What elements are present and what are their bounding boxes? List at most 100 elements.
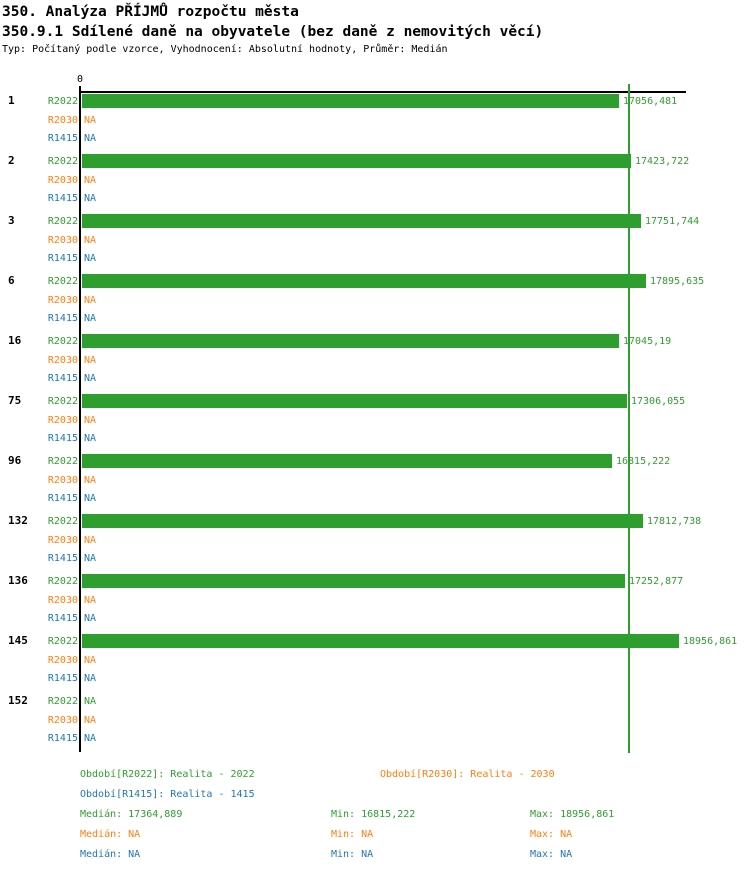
na-label: NA xyxy=(84,715,97,726)
series-label-r2022: R2022 xyxy=(47,576,78,587)
group-label: 75 xyxy=(8,394,22,407)
series-label-r2030: R2030 xyxy=(47,715,78,726)
bar-r2022 xyxy=(82,454,612,468)
na-label: NA xyxy=(84,295,97,306)
bar-r2022 xyxy=(82,274,646,288)
bar-value-label: 17252,877 xyxy=(629,576,684,587)
series-label-r1415: R1415 xyxy=(47,613,78,624)
group-label: 3 xyxy=(8,214,15,227)
bar-r2022 xyxy=(82,154,631,168)
series-label-r1415: R1415 xyxy=(47,313,78,324)
legend-min-r2022: Min: 16815,222 xyxy=(331,809,416,820)
na-label: NA xyxy=(84,253,97,264)
na-label: NA xyxy=(84,535,97,546)
bar-value-label: 17045,19 xyxy=(623,336,672,347)
legend-median-r2022: Medián: 17364,889 xyxy=(80,809,183,820)
group-label: 16 xyxy=(8,334,22,347)
na-label: NA xyxy=(84,696,97,707)
series-label-r2030: R2030 xyxy=(47,535,78,546)
group-label: 136 xyxy=(8,574,28,587)
na-label: NA xyxy=(84,115,97,126)
legend-period-r2030: Období[R2030]: Realita - 2030 xyxy=(380,769,555,780)
na-label: NA xyxy=(84,175,97,186)
group-label: 145 xyxy=(8,634,28,647)
bar-value-label: 17895,635 xyxy=(650,276,705,287)
series-label-r2022: R2022 xyxy=(47,696,78,707)
na-label: NA xyxy=(84,673,97,684)
group-label: 132 xyxy=(8,514,28,527)
bar-value-label: 17306,055 xyxy=(631,396,686,407)
median-reference-line xyxy=(628,84,630,753)
legend-max-r2030: Max: NA xyxy=(530,829,573,840)
series-label-r2022: R2022 xyxy=(47,636,78,647)
na-label: NA xyxy=(84,415,97,426)
series-label-r1415: R1415 xyxy=(47,733,78,744)
legend-max-r1415: Max: NA xyxy=(530,849,573,860)
legend-min-r1415: Min: NA xyxy=(331,849,374,860)
bar-r2022 xyxy=(82,94,619,108)
bar-value-label: 17812,738 xyxy=(647,516,702,527)
group-label: 96 xyxy=(8,454,22,467)
series-label-r2030: R2030 xyxy=(47,115,78,126)
chart-subtitle: 350.9.1 Sdílené daně na obyvatele (bez d… xyxy=(2,24,544,40)
y-axis-line xyxy=(79,86,81,752)
bar-value-label: 17423,722 xyxy=(635,156,690,167)
series-label-r2022: R2022 xyxy=(47,336,78,347)
bar-r2022 xyxy=(82,514,643,528)
chart-meta-line: Typ: Počítaný podle vzorce, Vyhodnocení:… xyxy=(2,44,448,55)
series-label-r2030: R2030 xyxy=(47,295,78,306)
group-label: 152 xyxy=(8,694,28,707)
na-label: NA xyxy=(84,553,97,564)
group-label: 2 xyxy=(8,154,15,167)
na-label: NA xyxy=(84,733,97,744)
legend-median-r1415: Medián: NA xyxy=(80,849,141,860)
na-label: NA xyxy=(84,475,97,486)
series-label-r1415: R1415 xyxy=(47,193,78,204)
na-label: NA xyxy=(84,595,97,606)
na-label: NA xyxy=(84,313,97,324)
legend-min-r2030: Min: NA xyxy=(331,829,374,840)
na-label: NA xyxy=(84,373,97,384)
series-label-r2030: R2030 xyxy=(47,475,78,486)
na-label: NA xyxy=(84,133,97,144)
bar-value-label: 18956,861 xyxy=(683,636,738,647)
series-label-r1415: R1415 xyxy=(47,433,78,444)
series-label-r2022: R2022 xyxy=(47,216,78,227)
series-label-r2022: R2022 xyxy=(47,276,78,287)
na-label: NA xyxy=(84,193,97,204)
series-label-r2022: R2022 xyxy=(47,516,78,527)
bar-value-label: 16815,222 xyxy=(616,456,671,467)
na-label: NA xyxy=(84,613,97,624)
bar-r2022 xyxy=(82,214,641,228)
series-label-r2022: R2022 xyxy=(47,96,78,107)
bar-r2022 xyxy=(82,334,619,348)
legend-period-r2022: Období[R2022]: Realita - 2022 xyxy=(80,769,255,780)
bar-value-label: 17056,481 xyxy=(623,96,678,107)
group-label: 6 xyxy=(8,274,15,287)
series-label-r1415: R1415 xyxy=(47,493,78,504)
series-label-r2030: R2030 xyxy=(47,595,78,606)
x-axis-zero-tick-label: 0 xyxy=(76,74,84,85)
x-axis-top-line xyxy=(79,91,686,93)
series-label-r1415: R1415 xyxy=(47,373,78,384)
series-label-r1415: R1415 xyxy=(47,553,78,564)
legend-period-r1415: Období[R1415]: Realita - 1415 xyxy=(80,789,255,800)
series-label-r2022: R2022 xyxy=(47,396,78,407)
group-label: 1 xyxy=(8,94,15,107)
na-label: NA xyxy=(84,655,97,666)
chart-title: 350. Analýza PŘÍJMŮ rozpočtu města xyxy=(2,4,299,20)
na-label: NA xyxy=(84,493,97,504)
series-label-r2030: R2030 xyxy=(47,355,78,366)
series-label-r1415: R1415 xyxy=(47,673,78,684)
series-label-r1415: R1415 xyxy=(47,253,78,264)
series-label-r2022: R2022 xyxy=(47,456,78,467)
legend-max-r2022: Max: 18956,861 xyxy=(530,809,615,820)
bar-value-label: 17751,744 xyxy=(645,216,700,227)
series-label-r1415: R1415 xyxy=(47,133,78,144)
legend-median-r2030: Medián: NA xyxy=(80,829,141,840)
series-label-r2030: R2030 xyxy=(47,415,78,426)
na-label: NA xyxy=(84,355,97,366)
bar-r2022 xyxy=(82,394,627,408)
bar-r2022 xyxy=(82,574,625,588)
